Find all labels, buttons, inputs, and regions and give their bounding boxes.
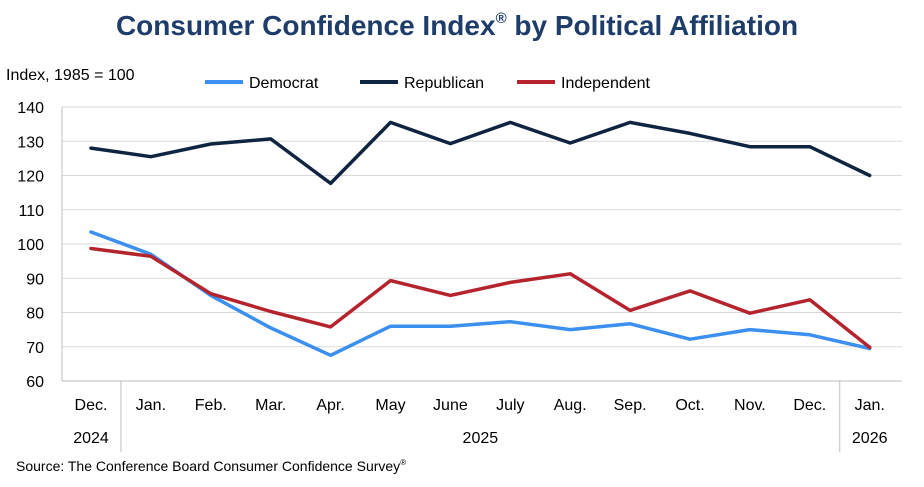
x-tick-label: Feb. <box>195 397 227 414</box>
series-line-independent <box>89 246 872 350</box>
x-tick-label: May <box>375 397 405 414</box>
legend-label-democrat: Democrat <box>249 75 319 92</box>
y-tick-label: 140 <box>17 100 44 117</box>
year-label: 2025 <box>463 430 499 447</box>
legend-label-independent: Independent <box>561 75 651 92</box>
y-tick-label: 90 <box>26 271 44 288</box>
y-axis-label: Index, 1985 = 100 <box>6 67 135 84</box>
legend-label-republican: Republican <box>404 75 484 92</box>
source-registered-mark: ® <box>400 458 407 467</box>
series-line-democrat <box>89 230 872 358</box>
y-tick-label: 70 <box>26 340 44 357</box>
x-tick-label: June <box>433 397 468 414</box>
chart-title-suffix: by Political Affiliation <box>514 10 799 41</box>
y-tick-label: 100 <box>17 237 44 254</box>
x-tick-label: Aug. <box>554 397 587 414</box>
x-tick-label: Jan. <box>136 397 166 414</box>
y-tick-label: 80 <box>26 306 44 323</box>
source-text: Source: The Conference Board Consumer Co… <box>16 458 401 474</box>
legend: Democrat Republican Independent <box>205 75 651 92</box>
x-tick-label: Mar. <box>255 397 286 414</box>
series-lines <box>89 120 872 358</box>
y-tick-label: 120 <box>17 169 44 186</box>
series-line-republican <box>89 120 872 186</box>
source-note: Source: The Conference Board Consumer Co… <box>16 458 406 474</box>
x-tick-label: July <box>496 397 524 414</box>
y-tick-label: 60 <box>26 374 44 391</box>
axes <box>61 107 902 452</box>
x-tick-label: Oct. <box>675 397 704 414</box>
x-tick-label: Sep. <box>614 397 647 414</box>
year-label: 2024 <box>73 430 109 447</box>
x-tick-label: Nov. <box>734 397 766 414</box>
gridlines <box>62 106 902 348</box>
x-tick-label: Dec. <box>75 397 108 414</box>
x-tick-labels: Dec. Jan. Feb. Mar. Apr. May June July Aug. Sep. O… <box>75 397 885 414</box>
year-label: 2026 <box>852 430 888 447</box>
y-tick-label: 130 <box>17 134 44 151</box>
year-labels: 2024 2025 2026 <box>73 430 887 447</box>
y-tick-label: 110 <box>18 203 44 220</box>
registered-mark: ® <box>495 10 507 27</box>
y-tick-labels: 60 70 80 90 100 110 120 130 140 <box>17 100 44 391</box>
x-tick-label: Jan. <box>855 397 885 414</box>
chart-title-text: Consumer Confidence Index <box>115 10 496 41</box>
x-tick-label: Dec. <box>793 397 826 414</box>
x-tick-label: Apr. <box>316 397 344 414</box>
chart-title: Consumer Confidence Index® by Political … <box>0 10 914 42</box>
